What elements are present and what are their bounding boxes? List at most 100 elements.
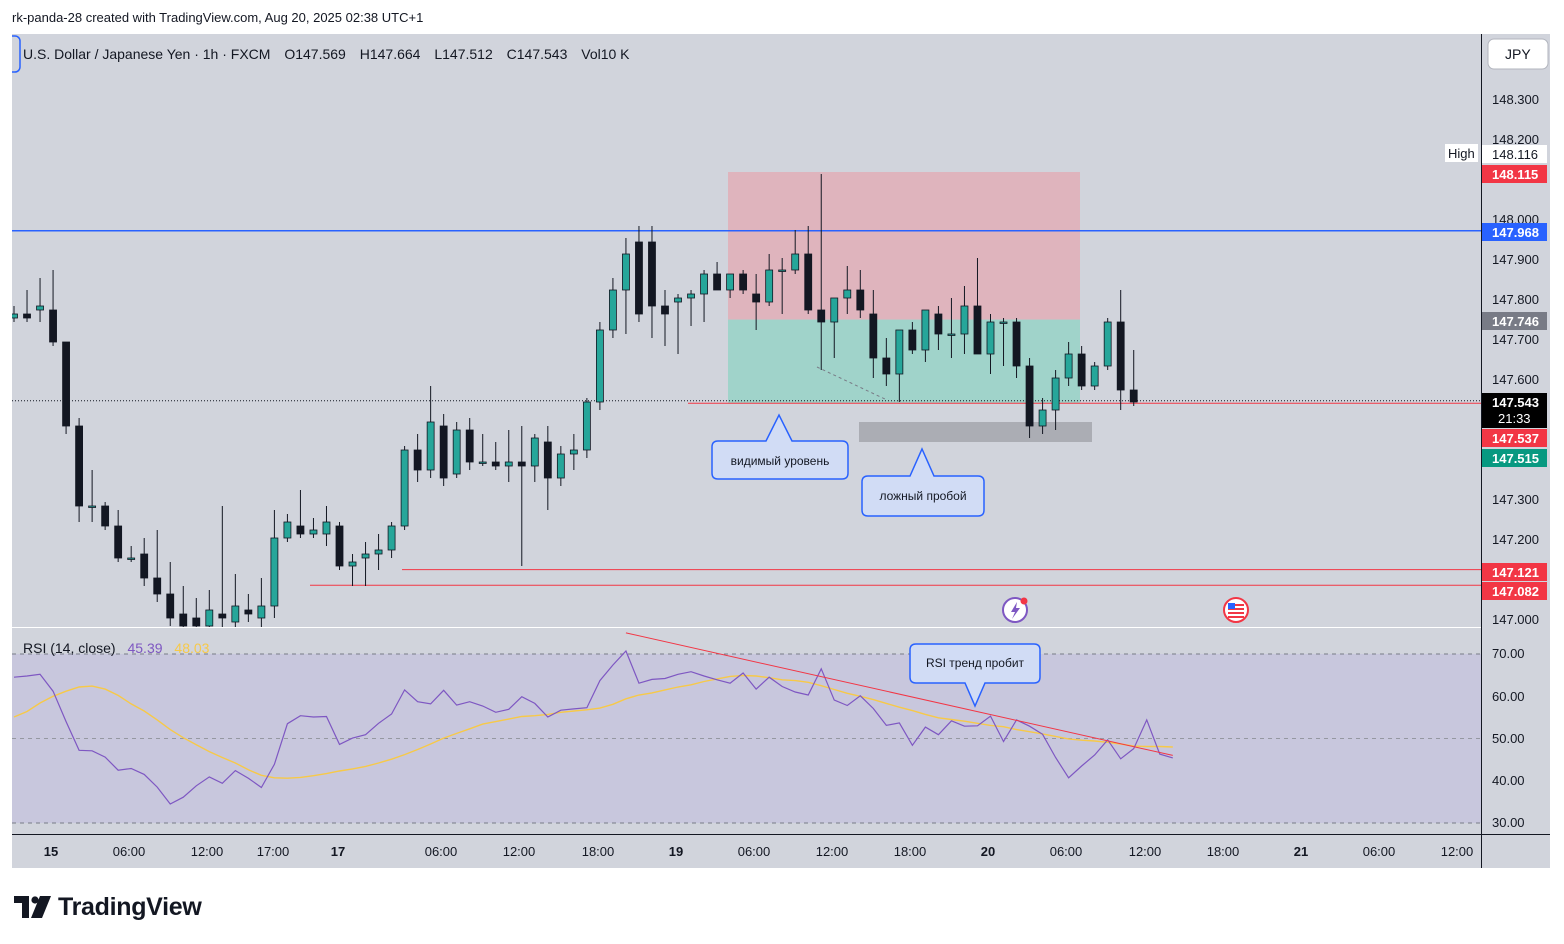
- candle-body: [830, 297, 839, 323]
- candle: [609, 278, 617, 338]
- candle: [244, 594, 253, 622]
- candle-body: [452, 429, 461, 475]
- stop-loss-zone[interactable]: [728, 172, 1080, 320]
- candle: [283, 514, 292, 542]
- candle: [504, 430, 513, 482]
- high-value-box: [1482, 145, 1547, 163]
- candle: [869, 290, 878, 378]
- candle: [765, 254, 774, 306]
- price-tick: 147.300: [1492, 492, 1539, 507]
- chart-canvas[interactable]: 148.300 148.200 148.000 147.900 147.800 …: [3, 34, 1550, 868]
- candle: [36, 278, 44, 322]
- candle-body: [804, 253, 813, 311]
- candle-body: [153, 577, 162, 595]
- candle: [517, 426, 526, 566]
- false-breakout-text: ложный пробой: [879, 489, 966, 503]
- rsi-axis-ticks: 70.00 60.00 50.00 40.00 30.00: [1492, 646, 1525, 830]
- candle: [700, 270, 708, 322]
- time-tick: 06:00: [738, 844, 771, 859]
- candle-body: [556, 453, 565, 479]
- candle-body: [140, 553, 149, 579]
- candle: [635, 226, 643, 322]
- time-tick: 18:00: [1207, 844, 1240, 859]
- candle-body: [739, 273, 748, 291]
- price-tick: 148.200: [1492, 132, 1539, 147]
- candle: [426, 386, 435, 478]
- candle-body: [700, 273, 708, 295]
- candle-body: [661, 305, 669, 315]
- currency-button[interactable]: [1487, 38, 1549, 70]
- candle-body: [635, 241, 643, 315]
- candle: [413, 434, 422, 482]
- time-tick: 06:00: [1363, 844, 1396, 859]
- candle-body: [960, 305, 969, 335]
- candle: [713, 262, 721, 291]
- time-tick: 06:00: [113, 844, 146, 859]
- candle: [1064, 342, 1073, 386]
- time-tick: 18:00: [582, 844, 615, 859]
- dashed-projection-line[interactable]: [816, 366, 888, 401]
- candle-body: [88, 505, 97, 508]
- candle: [791, 230, 800, 274]
- candle-body: [752, 293, 761, 303]
- candle-body: [322, 521, 331, 535]
- time-tick: 19: [669, 844, 683, 859]
- candle-body: [1077, 353, 1086, 387]
- time-tick: 18:00: [894, 844, 927, 859]
- candle: [1116, 290, 1125, 410]
- candle: [387, 522, 396, 558]
- grey-zone[interactable]: [859, 422, 1092, 442]
- candle: [127, 546, 136, 562]
- candle-body: [921, 309, 930, 351]
- take-profit-zone[interactable]: [728, 319, 1080, 404]
- candle: [153, 530, 162, 602]
- candle-body: [674, 297, 682, 303]
- visible-level-callout[interactable]: видимый уровень: [711, 413, 849, 480]
- candle: [530, 434, 539, 482]
- blue-level-tag-box: [1482, 223, 1547, 241]
- candle-body: [10, 313, 18, 319]
- stop-tag-box: [1482, 165, 1547, 183]
- time-tick: 12:00: [191, 844, 224, 859]
- candle-body: [973, 305, 982, 355]
- candle-body: [114, 525, 123, 559]
- candle-body: [726, 273, 734, 291]
- ask-tag: 147.515: [1492, 451, 1539, 466]
- candle-body: [569, 449, 578, 455]
- high-value: 148.116: [1492, 147, 1538, 162]
- false-breakout-callout[interactable]: ложный пробой: [861, 447, 985, 517]
- candle-body: [101, 505, 110, 527]
- time-tick: 06:00: [425, 844, 458, 859]
- rsi-tick: 30.00: [1492, 815, 1525, 830]
- us-flag-event-icon[interactable]: [1223, 597, 1249, 623]
- candle-body: [166, 593, 175, 619]
- rsi-trendline[interactable]: [625, 632, 1173, 756]
- lightning-event-icon[interactable]: [1002, 597, 1028, 623]
- candle-body: [36, 305, 44, 311]
- time-tick: 06:00: [1050, 844, 1083, 859]
- tradingview-logo[interactable]: TradingView: [14, 892, 202, 922]
- candle: [596, 322, 604, 410]
- candle-body: [713, 273, 721, 291]
- candle-body: [517, 461, 526, 467]
- time-tick: 20: [981, 844, 995, 859]
- legend-open: O147.569: [284, 46, 346, 62]
- candle-body: [778, 269, 787, 272]
- candle-body: [1129, 389, 1138, 403]
- candle: [934, 306, 943, 350]
- rsi-break-callout[interactable]: RSI тренд пробит: [909, 643, 1041, 708]
- candle: [895, 329, 904, 402]
- candle-body: [75, 425, 83, 507]
- candle-body: [309, 529, 318, 535]
- candle: [830, 297, 839, 358]
- chart-container[interactable]: 148.300 148.200 148.000 147.900 147.800 …: [3, 34, 1550, 868]
- price-tick: 147.200: [1492, 532, 1539, 547]
- candle-body: [205, 609, 214, 627]
- candle-body: [791, 253, 800, 271]
- price-tick: 147.000: [1492, 612, 1539, 627]
- candle: [739, 270, 748, 294]
- candle: [569, 434, 578, 470]
- candle-body: [1051, 377, 1060, 411]
- rsi-legend[interactable]: RSI (14, close) 45.39 48.03: [23, 640, 210, 656]
- price-tags: High 148.116 148.115 147.968 147.746 147…: [1445, 144, 1547, 600]
